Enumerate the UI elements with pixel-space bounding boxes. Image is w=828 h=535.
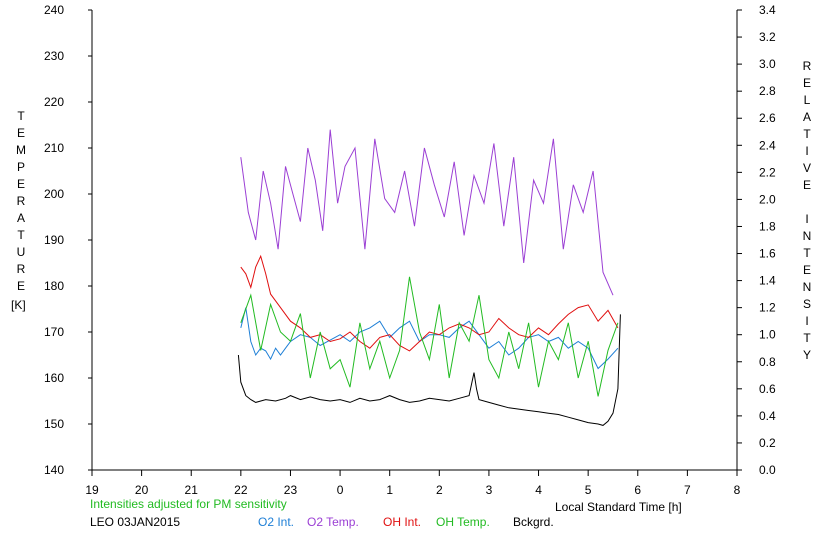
y-right-tick-label: 2.8 [759,84,776,98]
axis-title-letter: E [802,178,811,192]
y-right-tick-label: 2.0 [759,192,776,206]
y-right-tick-label: 3.4 [759,3,776,17]
y-left-tick-label: 200 [44,187,64,201]
series-line-oh-temp [240,276,619,397]
y-left-tick-label: 190 [44,233,64,247]
y-right-tick-label: 0.6 [759,382,776,396]
axes: 1401501601701801902002102202302400.00.20… [44,3,776,497]
series-line-o2-int [240,307,619,370]
axis-title-letter: I [805,212,809,226]
series-line-bckgrd [237,314,621,426]
y-left-tick-label: 230 [44,49,64,63]
axis-title-letter: R [16,194,26,208]
axis-title-letter: A [16,211,25,225]
axis-title-letter: P [16,160,25,174]
axis-title-letter: M [16,143,26,157]
y-right-tick-label: 3.2 [759,30,776,44]
legend-oh-int: OH Int. [383,515,422,529]
axis-title-letter: A [802,110,811,124]
y-left-tick-label: 210 [44,141,64,155]
axis-title-letter: E [802,263,811,277]
x-tick-label: 6 [634,483,641,497]
axis-title-letter: T [803,246,811,260]
axis-title-letter: T [17,228,25,242]
axis-title-letter: T [803,127,811,141]
x-tick-label: 4 [535,483,542,497]
y-right-tick-label: 0.0 [759,463,776,477]
axis-title-letter: T [803,331,811,345]
y-left-tick-label: 170 [44,325,64,339]
x-tick-label: 19 [85,483,99,497]
axis-title-letter: E [16,279,25,293]
x-tick-label: 7 [684,483,691,497]
axis-title-letter: L [803,93,811,107]
x-tick-label: 22 [234,483,248,497]
x-tick-label: 0 [337,483,344,497]
x-tick-label: 21 [185,483,199,497]
y-right-tick-label: 1.4 [759,274,776,288]
axis-title-letter: U [16,245,26,259]
y-right-tick-label: 1.8 [759,219,776,233]
y-left-tick-label: 150 [44,417,64,431]
y-right-tick-label: 1.0 [759,328,776,342]
y-left-tick-label: 160 [44,371,64,385]
axis-title-letter: I [805,314,809,328]
x-tick-label: 2 [436,483,443,497]
axis-title-letter: E [16,126,25,140]
y-left-tick-label: 140 [44,463,64,477]
axis-title-letter: V [802,161,811,175]
y-right-tick-label: 2.4 [759,138,776,152]
axis-title-letter: R [802,59,812,73]
axis-title-letter: N [802,229,812,243]
intensity-note: Intensities adjusted for PM sensitivity [90,497,287,511]
y-right-tick-label: 0.2 [759,436,776,450]
x-axis-title: Local Standard Time [h] [555,500,682,514]
axis-title-letter: E [802,76,811,90]
y-right-tick-label: 1.2 [759,301,776,315]
series-line-o2-temp [240,129,614,296]
x-tick-label: 8 [734,483,741,497]
y-right-tick-label: 1.6 [759,247,776,261]
axis-title-letter: I [805,144,809,158]
y-right-tick-label: 2.6 [759,111,776,125]
station-date: LEO 03JAN2015 [90,515,181,529]
legend-oh-temp: OH Temp. [436,515,490,529]
legend-o2-int: O2 Int. [258,515,295,529]
axis-title-letter: Y [802,348,811,362]
x-tick-label: 23 [284,483,298,497]
x-tick-label: 20 [135,483,149,497]
axis-title-letter: E [16,177,25,191]
series-layer [237,129,621,426]
series-line-oh-int [240,254,619,352]
y-right-tick-label: 0.4 [759,409,776,423]
x-tick-label: 5 [585,483,592,497]
axis-title-letter: R [16,262,26,276]
x-tick-label: 3 [486,483,493,497]
y-left-tick-label: 180 [44,279,64,293]
axis-title-letter [800,194,814,211]
axis-title-letter: S [802,297,811,311]
axis-title-letter: N [802,280,812,294]
y-left-tick-label: 240 [44,3,64,17]
axis-title-letter: T [17,109,25,123]
legend-o2-temp: O2 Temp. [307,515,359,529]
x-tick-label: 1 [386,483,393,497]
legend-bckgrd: Bckgrd. [513,515,554,529]
y-axis-left-unit: [K] [11,298,26,312]
y-right-tick-label: 0.8 [759,355,776,369]
y-right-tick-label: 3.0 [759,57,776,71]
y-right-tick-label: 2.2 [759,165,776,179]
y-left-tick-label: 220 [44,95,64,109]
